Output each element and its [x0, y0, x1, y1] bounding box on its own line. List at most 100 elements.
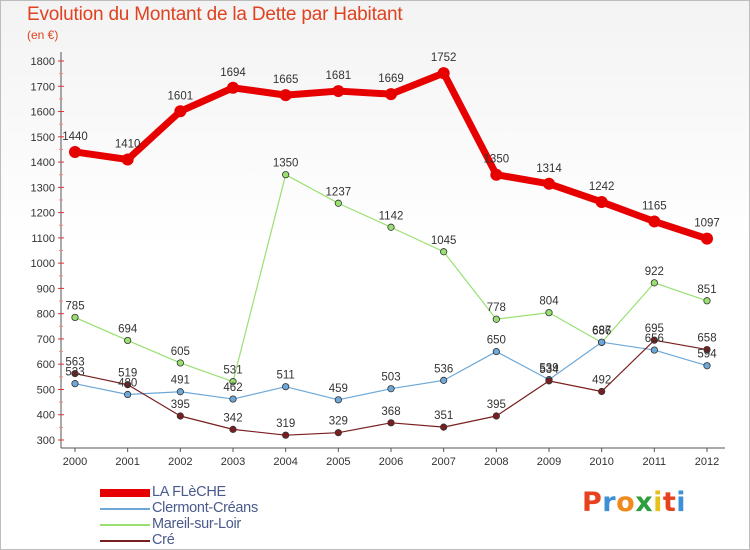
data-point	[176, 359, 184, 367]
data-point	[545, 377, 553, 385]
data-point	[545, 309, 553, 317]
data-point	[440, 423, 448, 431]
data-point	[282, 171, 290, 179]
logo-letter: i	[676, 487, 687, 518]
data-label: 695	[645, 323, 664, 335]
x-tick-label: 2008	[484, 456, 508, 468]
data-label: 342	[223, 412, 242, 424]
x-tick-label: 2005	[326, 456, 350, 468]
data-point	[650, 279, 658, 287]
data-label: 1601	[168, 90, 194, 102]
x-tick-label: 2009	[537, 456, 561, 468]
legend-label: Cré	[152, 532, 175, 548]
data-point	[543, 177, 555, 190]
data-label: 650	[487, 335, 506, 347]
legend-label: Clermont-Créans	[152, 500, 258, 516]
data-label: 511	[276, 370, 294, 382]
y-tick-label: 900	[37, 283, 55, 295]
data-label: 531	[223, 365, 242, 377]
data-label: 922	[645, 266, 664, 278]
data-label: 536	[434, 363, 453, 375]
x-tick-label: 2004	[273, 456, 297, 468]
data-point	[387, 223, 395, 231]
y-tick-label: 1300	[31, 182, 55, 194]
proxiti-logo: Proxiti	[582, 487, 686, 518]
data-point	[598, 338, 606, 346]
data-label: 1410	[115, 139, 141, 151]
y-tick-label: 1700	[31, 81, 55, 93]
data-label: 804	[539, 296, 559, 308]
data-label: 1142	[379, 210, 404, 222]
data-point	[229, 378, 237, 386]
data-label: 492	[592, 374, 611, 386]
data-point	[71, 369, 79, 378]
data-label: 534	[539, 364, 559, 376]
y-tick-label: 1400	[31, 157, 55, 169]
legend-item-clermont-creans: Clermont-Créans	[100, 500, 340, 517]
y-tick-label: 1600	[31, 107, 55, 119]
x-tick-label: 2012	[695, 456, 719, 468]
y-tick-label: 1100	[31, 233, 55, 245]
data-label: 1669	[378, 73, 404, 85]
legend-label: LA FLèCHE	[152, 484, 226, 500]
data-point	[174, 105, 187, 118]
data-label: 594	[697, 349, 717, 361]
data-label: 368	[381, 406, 400, 418]
data-point	[492, 315, 500, 323]
legend: LA FLèCHE Clermont-Créans Mareil-sur-Loi…	[100, 484, 340, 549]
y-tick-label: 300	[37, 435, 55, 447]
data-label: 523	[65, 367, 84, 379]
data-label: 462	[223, 382, 242, 394]
data-label: 1665	[273, 74, 299, 86]
data-label: 1165	[642, 200, 667, 212]
data-point	[492, 347, 500, 356]
data-label: 851	[697, 284, 716, 296]
data-point	[440, 248, 448, 256]
data-point	[650, 336, 658, 344]
data-label: 1440	[62, 131, 88, 143]
data-point	[71, 380, 79, 388]
data-point	[282, 383, 290, 391]
data-point	[124, 390, 132, 399]
logo-letter: x	[635, 487, 654, 518]
data-point	[124, 381, 132, 389]
data-label: 605	[171, 346, 190, 358]
data-label: 1237	[326, 186, 352, 198]
legend-swatch	[100, 508, 150, 510]
data-point	[648, 215, 661, 228]
data-point	[440, 376, 448, 384]
data-label: 503	[381, 372, 400, 384]
data-point	[282, 431, 290, 439]
data-point	[124, 336, 132, 345]
data-label: 778	[487, 302, 506, 314]
logo-letter: i	[653, 487, 663, 518]
data-point	[387, 419, 395, 427]
data-label: 694	[118, 323, 138, 335]
logo-letter: r	[602, 487, 617, 518]
legend-swatch	[100, 489, 150, 497]
x-tick-label: 2002	[168, 456, 192, 468]
data-point	[71, 313, 79, 322]
data-label: 539	[539, 363, 558, 375]
data-label: 491	[171, 375, 190, 387]
data-label: 395	[487, 399, 506, 411]
legend-label: Mareil-sur-Loir	[152, 516, 241, 532]
data-point	[598, 387, 606, 396]
data-label: 1045	[431, 235, 457, 247]
legend-item-mareil-sur-loir: Mareil-sur-Loir	[100, 516, 340, 533]
legend-swatch	[100, 524, 150, 526]
data-point	[595, 195, 608, 208]
data-label: 351	[434, 410, 453, 422]
legend-item-la-fleche: LA FLèCHE	[100, 484, 340, 501]
y-tick-label: 1200	[31, 208, 55, 220]
x-tick-label: 2006	[379, 456, 403, 468]
y-tick-label: 1800	[31, 56, 55, 68]
y-tick-label: 400	[37, 410, 55, 422]
data-label: 658	[697, 333, 716, 345]
x-tick-label: 2007	[431, 456, 455, 468]
data-point	[703, 297, 711, 305]
x-tick-label: 2000	[63, 456, 87, 468]
data-label: 563	[65, 357, 84, 369]
data-point	[229, 395, 237, 403]
data-point	[332, 85, 345, 98]
